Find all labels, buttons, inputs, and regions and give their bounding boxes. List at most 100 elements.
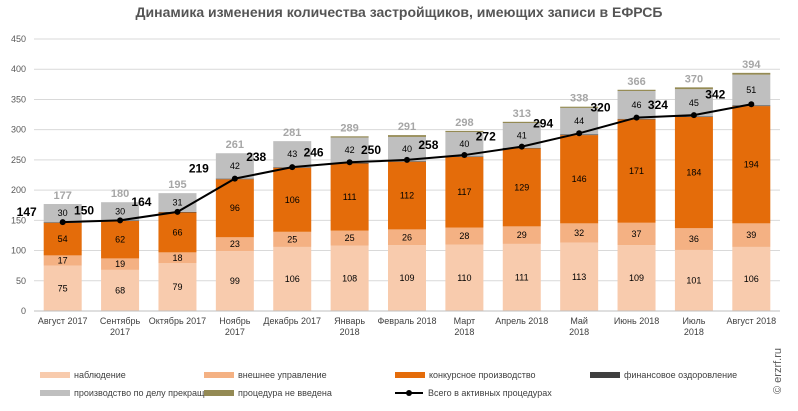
segment-value-label: 184 bbox=[686, 168, 701, 178]
line-value-label: 238 bbox=[246, 150, 266, 164]
line-value-label: 258 bbox=[418, 138, 438, 152]
segment-value-label: 36 bbox=[689, 234, 699, 244]
bar-segment bbox=[617, 90, 656, 119]
bar-total-label: 298 bbox=[455, 117, 473, 129]
legend-item-terminated: производство по делу прекращено bbox=[40, 388, 219, 398]
legend-swatch bbox=[590, 372, 620, 378]
segment-value-label: 19 bbox=[115, 259, 125, 269]
line-point bbox=[690, 112, 697, 119]
x-tick-label: Октябрь 2017 bbox=[149, 316, 206, 326]
line-value-label: 246 bbox=[304, 145, 324, 159]
line-value-label: 320 bbox=[591, 101, 611, 115]
bar-segment bbox=[732, 72, 771, 75]
segment-value-label: 25 bbox=[287, 234, 297, 244]
y-tick-label: 250 bbox=[11, 155, 26, 165]
segment-value-label: 109 bbox=[629, 273, 644, 283]
line-point bbox=[117, 217, 124, 224]
line-value-label: 294 bbox=[533, 116, 553, 130]
bar-segment bbox=[445, 244, 484, 311]
x-tick-label: Июнь 2018 bbox=[614, 316, 659, 326]
x-tick-label: Август 2018 bbox=[726, 316, 776, 326]
segment-value-label: 17 bbox=[58, 256, 68, 266]
legend-label: наблюдение bbox=[74, 370, 126, 380]
bar-segment bbox=[330, 163, 369, 231]
segment-value-label: 28 bbox=[459, 231, 469, 241]
segment-value-label: 43 bbox=[287, 149, 297, 159]
x-tick-label: Декабрь 2017 bbox=[263, 316, 321, 326]
x-tick-label: Июль 2018 bbox=[682, 316, 705, 337]
segment-value-label: 62 bbox=[115, 235, 125, 245]
segment-value-label: 129 bbox=[514, 182, 529, 192]
y-tick-label: 50 bbox=[16, 276, 26, 286]
bar-segment bbox=[560, 135, 599, 224]
legend-item-active-total: Всего в активных процедурах bbox=[395, 388, 552, 398]
bar-segment bbox=[732, 106, 771, 224]
line-value-label: 164 bbox=[131, 195, 151, 209]
segment-value-label: 18 bbox=[172, 253, 182, 263]
line-point bbox=[576, 130, 583, 137]
segment-value-label: 68 bbox=[115, 285, 125, 295]
line-point bbox=[289, 164, 296, 171]
bar-segment bbox=[388, 229, 426, 246]
segment-value-label: 99 bbox=[230, 276, 240, 286]
bar-segment bbox=[445, 130, 484, 133]
segment-value-label: 45 bbox=[689, 98, 699, 108]
legend-label: процедура не введена bbox=[238, 388, 332, 398]
segment-value-label: 44 bbox=[574, 116, 584, 126]
segment-value-label: 106 bbox=[285, 274, 300, 284]
legend-label: финансовое оздоровление bbox=[624, 370, 738, 380]
segment-value-label: 194 bbox=[744, 160, 759, 170]
x-tick-label: Апрель 2018 bbox=[495, 316, 548, 326]
active-procedures-line bbox=[59, 101, 755, 226]
bar-segment bbox=[215, 179, 254, 238]
line-value-label: 272 bbox=[476, 130, 496, 144]
bar-total-label: 195 bbox=[168, 179, 186, 191]
line-point bbox=[346, 159, 353, 166]
line-value-label: 342 bbox=[705, 87, 725, 101]
x-tick-label: Сентябрь 2017 bbox=[100, 316, 141, 337]
y-tick-label: 400 bbox=[11, 64, 26, 74]
bar-total-label: 366 bbox=[627, 76, 645, 88]
segment-value-label: 109 bbox=[399, 273, 414, 283]
line-value-label: 324 bbox=[648, 98, 668, 112]
legend-item-bankruptcy: конкурсное производство bbox=[395, 370, 536, 380]
line-value-label: 250 bbox=[361, 143, 381, 157]
bar-segment bbox=[273, 231, 312, 247]
bar-segment bbox=[388, 245, 426, 311]
legend-label: конкурсное производство bbox=[429, 370, 536, 380]
segment-value-label: 66 bbox=[172, 227, 182, 237]
line-point bbox=[633, 114, 640, 121]
bar-segment bbox=[43, 265, 82, 311]
legend-item-observation: наблюдение bbox=[40, 370, 126, 380]
bar-total-label: 338 bbox=[570, 93, 588, 105]
x-tick-label: Май 2018 bbox=[569, 316, 589, 337]
x-tick-label: Август 2017 bbox=[38, 316, 88, 326]
line-point bbox=[461, 152, 468, 159]
segment-value-label: 42 bbox=[230, 161, 240, 171]
bar-segment bbox=[732, 223, 771, 247]
bar-segment bbox=[215, 251, 254, 311]
y-tick-label: 350 bbox=[11, 94, 26, 104]
bar-segment bbox=[273, 167, 312, 232]
segment-value-label: 32 bbox=[574, 228, 584, 238]
line-point bbox=[59, 219, 66, 226]
bar-segment bbox=[502, 148, 541, 227]
bar-segment bbox=[502, 226, 541, 244]
bar-segment bbox=[43, 204, 82, 223]
line-point bbox=[404, 156, 410, 163]
segment-value-label: 40 bbox=[402, 144, 412, 154]
segment-value-label: 75 bbox=[58, 283, 68, 293]
segment-value-label: 112 bbox=[400, 191, 414, 201]
segment-value-label: 117 bbox=[457, 187, 471, 197]
segment-value-label: 101 bbox=[686, 275, 701, 285]
line-value-label: 219 bbox=[189, 162, 209, 176]
y-axis: 0 50 100 150 200 250 300 350 400 450 bbox=[11, 34, 26, 316]
bar-segment bbox=[273, 141, 312, 168]
bar-segment bbox=[732, 74, 771, 106]
bar-segment bbox=[158, 263, 197, 311]
x-tick-label: Январь 2018 bbox=[334, 316, 365, 337]
bar-segment bbox=[732, 246, 771, 311]
segment-value-label: 110 bbox=[457, 273, 471, 283]
segment-value-label: 23 bbox=[230, 239, 240, 249]
legend-label: внешнее управление bbox=[238, 370, 327, 380]
